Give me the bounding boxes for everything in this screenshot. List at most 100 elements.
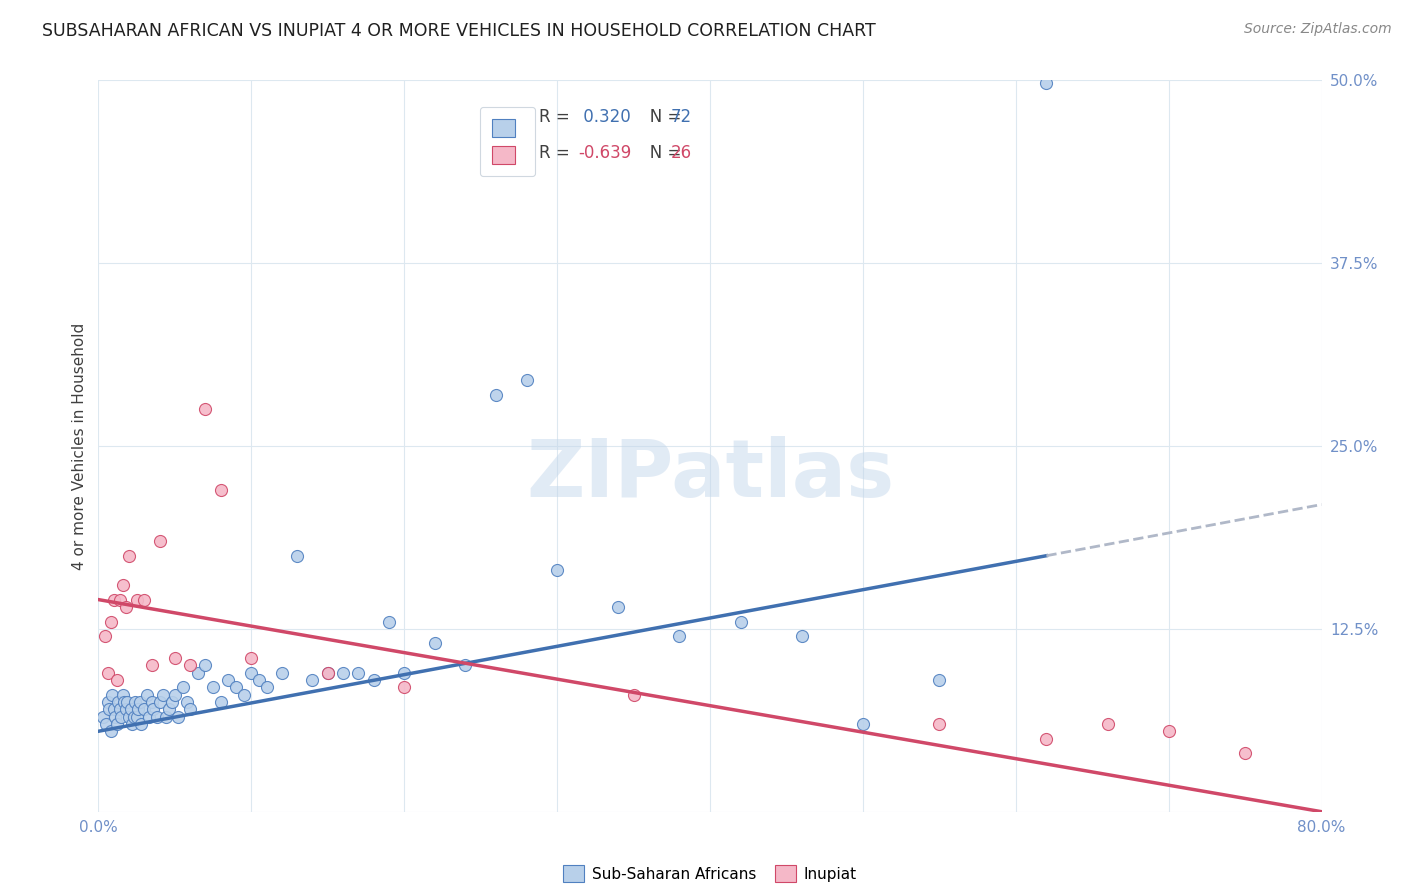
Point — [118, 709, 141, 723]
Point — [108, 702, 131, 716]
Point — [111, 688, 134, 702]
Point — [285, 549, 308, 563]
Point — [240, 665, 263, 680]
Point — [149, 695, 172, 709]
Point — [138, 709, 160, 723]
Point — [105, 717, 128, 731]
Point — [1035, 731, 1057, 746]
Point — [134, 702, 156, 716]
Text: R =: R = — [538, 145, 575, 162]
Point — [256, 681, 278, 695]
Point — [928, 717, 950, 731]
Point — [516, 373, 538, 387]
Point — [172, 681, 194, 695]
Point — [103, 592, 125, 607]
Text: -0.639: -0.639 — [578, 145, 631, 162]
Point — [108, 592, 131, 607]
Point — [136, 688, 159, 702]
Point — [125, 709, 148, 723]
Point — [176, 695, 198, 709]
Point — [607, 599, 630, 614]
Point — [105, 673, 128, 687]
Point — [392, 665, 416, 680]
Point — [141, 695, 163, 709]
Point — [232, 688, 254, 702]
Point — [110, 709, 132, 723]
Point — [141, 658, 163, 673]
Point — [93, 629, 115, 643]
Point — [104, 709, 127, 723]
Point — [217, 673, 239, 687]
Text: 26: 26 — [671, 145, 692, 162]
Point — [97, 695, 120, 709]
Point — [270, 665, 292, 680]
Point — [194, 658, 217, 673]
Point — [187, 665, 209, 680]
Point — [100, 615, 122, 629]
Point — [209, 483, 232, 497]
Point — [115, 599, 138, 614]
Text: Source: ZipAtlas.com: Source: ZipAtlas.com — [1244, 22, 1392, 37]
Point — [1097, 717, 1119, 731]
Point — [202, 681, 225, 695]
Legend: Sub-Saharan Africans, Inupiat: Sub-Saharan Africans, Inupiat — [557, 859, 863, 888]
Point — [1234, 746, 1257, 760]
Point — [167, 709, 190, 723]
Point — [363, 673, 385, 687]
Point — [122, 709, 145, 723]
Point — [117, 695, 139, 709]
Point — [91, 709, 114, 723]
Point — [118, 549, 141, 563]
Point — [134, 592, 156, 607]
Point — [163, 651, 186, 665]
Point — [485, 388, 508, 402]
Point — [668, 629, 690, 643]
Point — [378, 615, 401, 629]
Point — [124, 695, 146, 709]
Text: N =: N = — [634, 145, 688, 162]
Point — [101, 688, 124, 702]
Text: SUBSAHARAN AFRICAN VS INUPIAT 4 OR MORE VEHICLES IN HOUSEHOLD CORRELATION CHART: SUBSAHARAN AFRICAN VS INUPIAT 4 OR MORE … — [42, 22, 876, 40]
Point — [332, 665, 354, 680]
Point — [112, 695, 135, 709]
Point — [115, 702, 138, 716]
Point — [623, 688, 645, 702]
Point — [98, 702, 121, 716]
Point — [157, 702, 180, 716]
Point — [1157, 724, 1180, 739]
Point — [111, 578, 134, 592]
Point — [121, 717, 143, 731]
Point — [209, 695, 232, 709]
Point — [179, 658, 201, 673]
Point — [129, 717, 152, 731]
Point — [852, 717, 875, 731]
Point — [120, 702, 142, 716]
Point — [316, 665, 339, 680]
Point — [225, 681, 247, 695]
Point — [179, 702, 201, 716]
Point — [160, 695, 183, 709]
Point — [152, 688, 174, 702]
Point — [163, 688, 186, 702]
Point — [454, 658, 477, 673]
Point — [301, 673, 323, 687]
Point — [125, 592, 148, 607]
Text: 0.320: 0.320 — [578, 108, 631, 126]
Point — [149, 534, 172, 549]
Text: ZIPatlas: ZIPatlas — [526, 436, 894, 515]
Point — [928, 673, 950, 687]
Text: N =: N = — [634, 108, 688, 126]
Point — [392, 681, 416, 695]
Point — [155, 709, 177, 723]
Point — [316, 665, 339, 680]
Y-axis label: 4 or more Vehicles in Household: 4 or more Vehicles in Household — [72, 322, 87, 570]
Point — [145, 709, 167, 723]
Point — [127, 702, 149, 716]
Point — [100, 724, 122, 739]
Point — [247, 673, 270, 687]
Point — [423, 636, 446, 650]
Point — [94, 717, 117, 731]
Point — [546, 563, 568, 577]
Text: 72: 72 — [671, 108, 692, 126]
Text: R =: R = — [538, 108, 575, 126]
